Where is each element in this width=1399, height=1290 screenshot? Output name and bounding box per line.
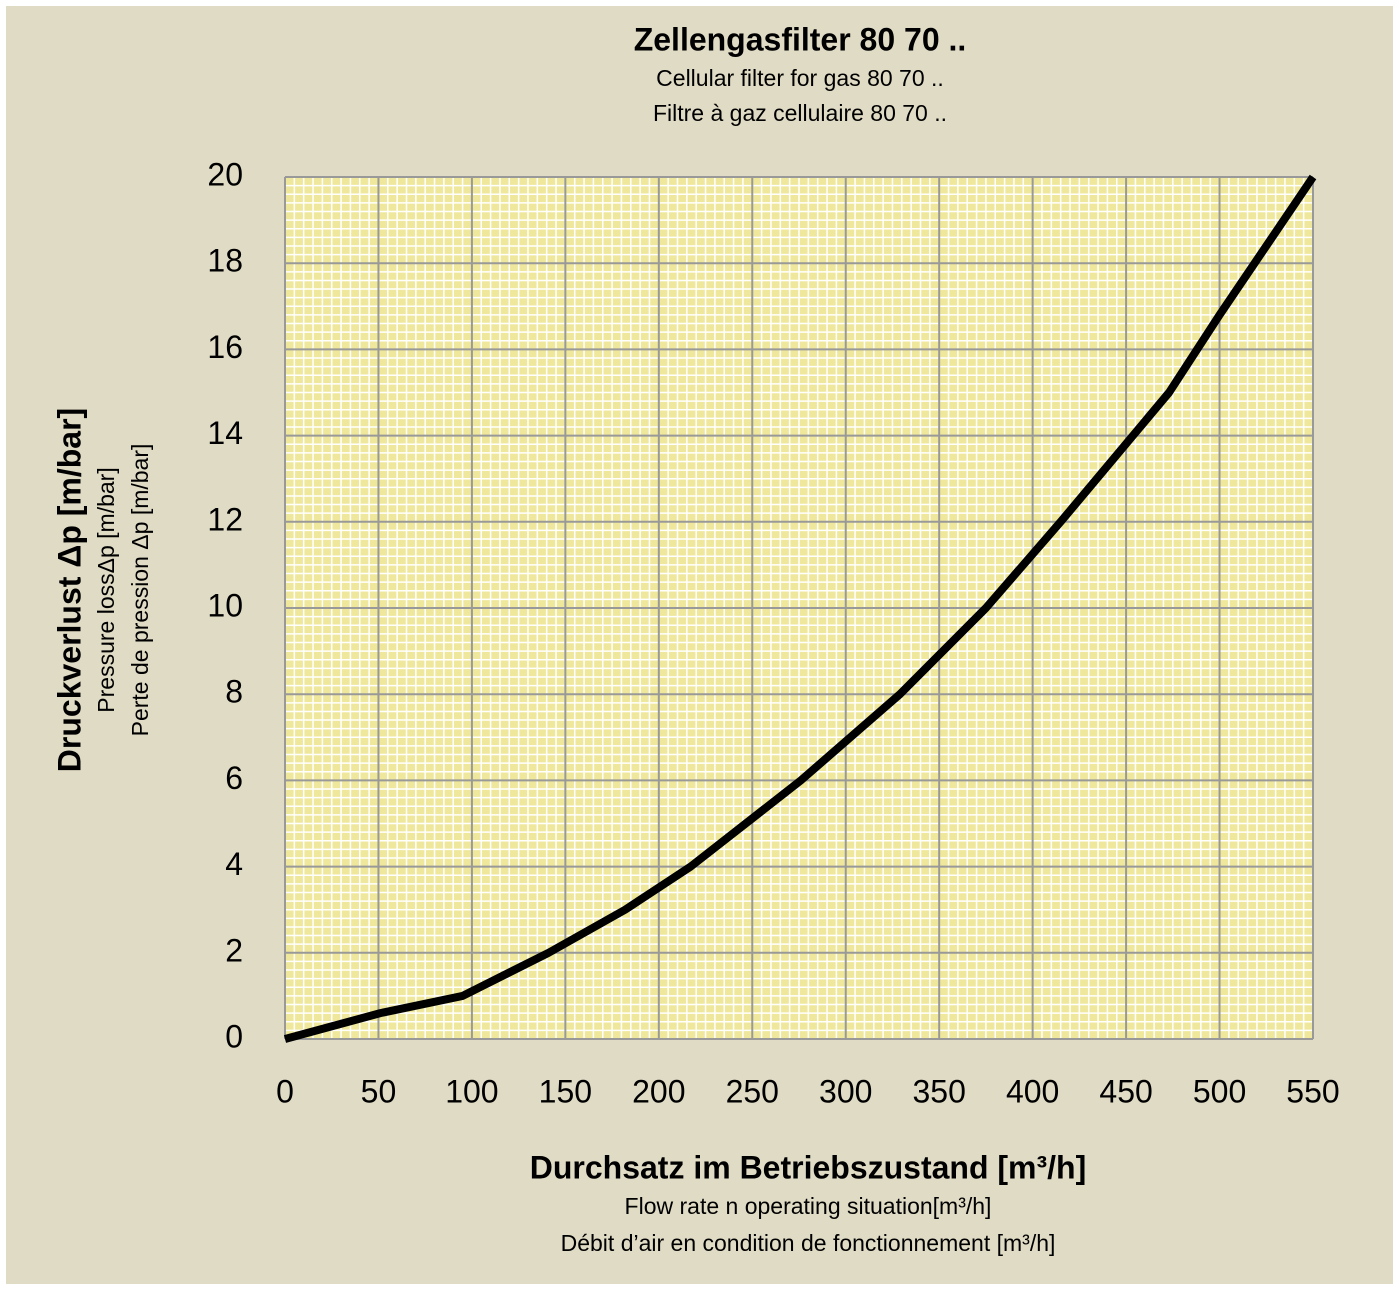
y-tick-label: 4 bbox=[225, 846, 243, 882]
x-axis-label: Flow rate n operating situation[m³/h] bbox=[625, 1193, 992, 1219]
x-tick-label: 300 bbox=[819, 1073, 872, 1109]
x-tick-label: 50 bbox=[361, 1073, 397, 1109]
y-tick-label: 18 bbox=[207, 243, 243, 279]
subtitle: Filtre à gaz cellulaire 80 70 .. bbox=[653, 100, 947, 126]
x-tick-label: 550 bbox=[1286, 1073, 1339, 1109]
x-axis-label: Débit d’air en condition de fonctionneme… bbox=[561, 1230, 1056, 1256]
x-axis-label: Durchsatz im Betriebszustand [m³/h] bbox=[530, 1149, 1087, 1185]
x-tick-label: 450 bbox=[1099, 1073, 1152, 1109]
y-axis-label: Druckverlust Δp [m/bar] bbox=[51, 408, 87, 772]
y-tick-label: 12 bbox=[207, 501, 243, 537]
y-tick-label: 14 bbox=[207, 415, 243, 451]
y-tick-label: 2 bbox=[225, 932, 243, 968]
x-tick-label: 500 bbox=[1193, 1073, 1246, 1109]
y-axis-label: Perte de pression Δp [m/bar] bbox=[127, 444, 153, 737]
y-tick-label: 20 bbox=[207, 156, 243, 192]
y-tick-label: 6 bbox=[225, 760, 243, 796]
data-line bbox=[283, 174, 1317, 1043]
x-tick-label: 200 bbox=[632, 1073, 685, 1109]
x-tick-label: 400 bbox=[1006, 1073, 1059, 1109]
x-tick-label: 250 bbox=[726, 1073, 779, 1109]
y-tick-label: 8 bbox=[225, 674, 243, 710]
x-tick-label: 150 bbox=[539, 1073, 592, 1109]
y-tick-label: 0 bbox=[225, 1018, 243, 1054]
y-tick-label: 10 bbox=[207, 587, 243, 623]
x-tick-label: 100 bbox=[445, 1073, 498, 1109]
x-tick-label: 0 bbox=[276, 1073, 294, 1109]
y-axis-label: Pressure lossΔp [m/bar] bbox=[93, 467, 119, 712]
x-tick-label: 350 bbox=[912, 1073, 965, 1109]
y-tick-label: 16 bbox=[207, 329, 243, 365]
subtitle: Cellular filter for gas 80 70 .. bbox=[656, 65, 944, 91]
chart-title: Zellengasfilter 80 70 .. bbox=[634, 21, 967, 57]
